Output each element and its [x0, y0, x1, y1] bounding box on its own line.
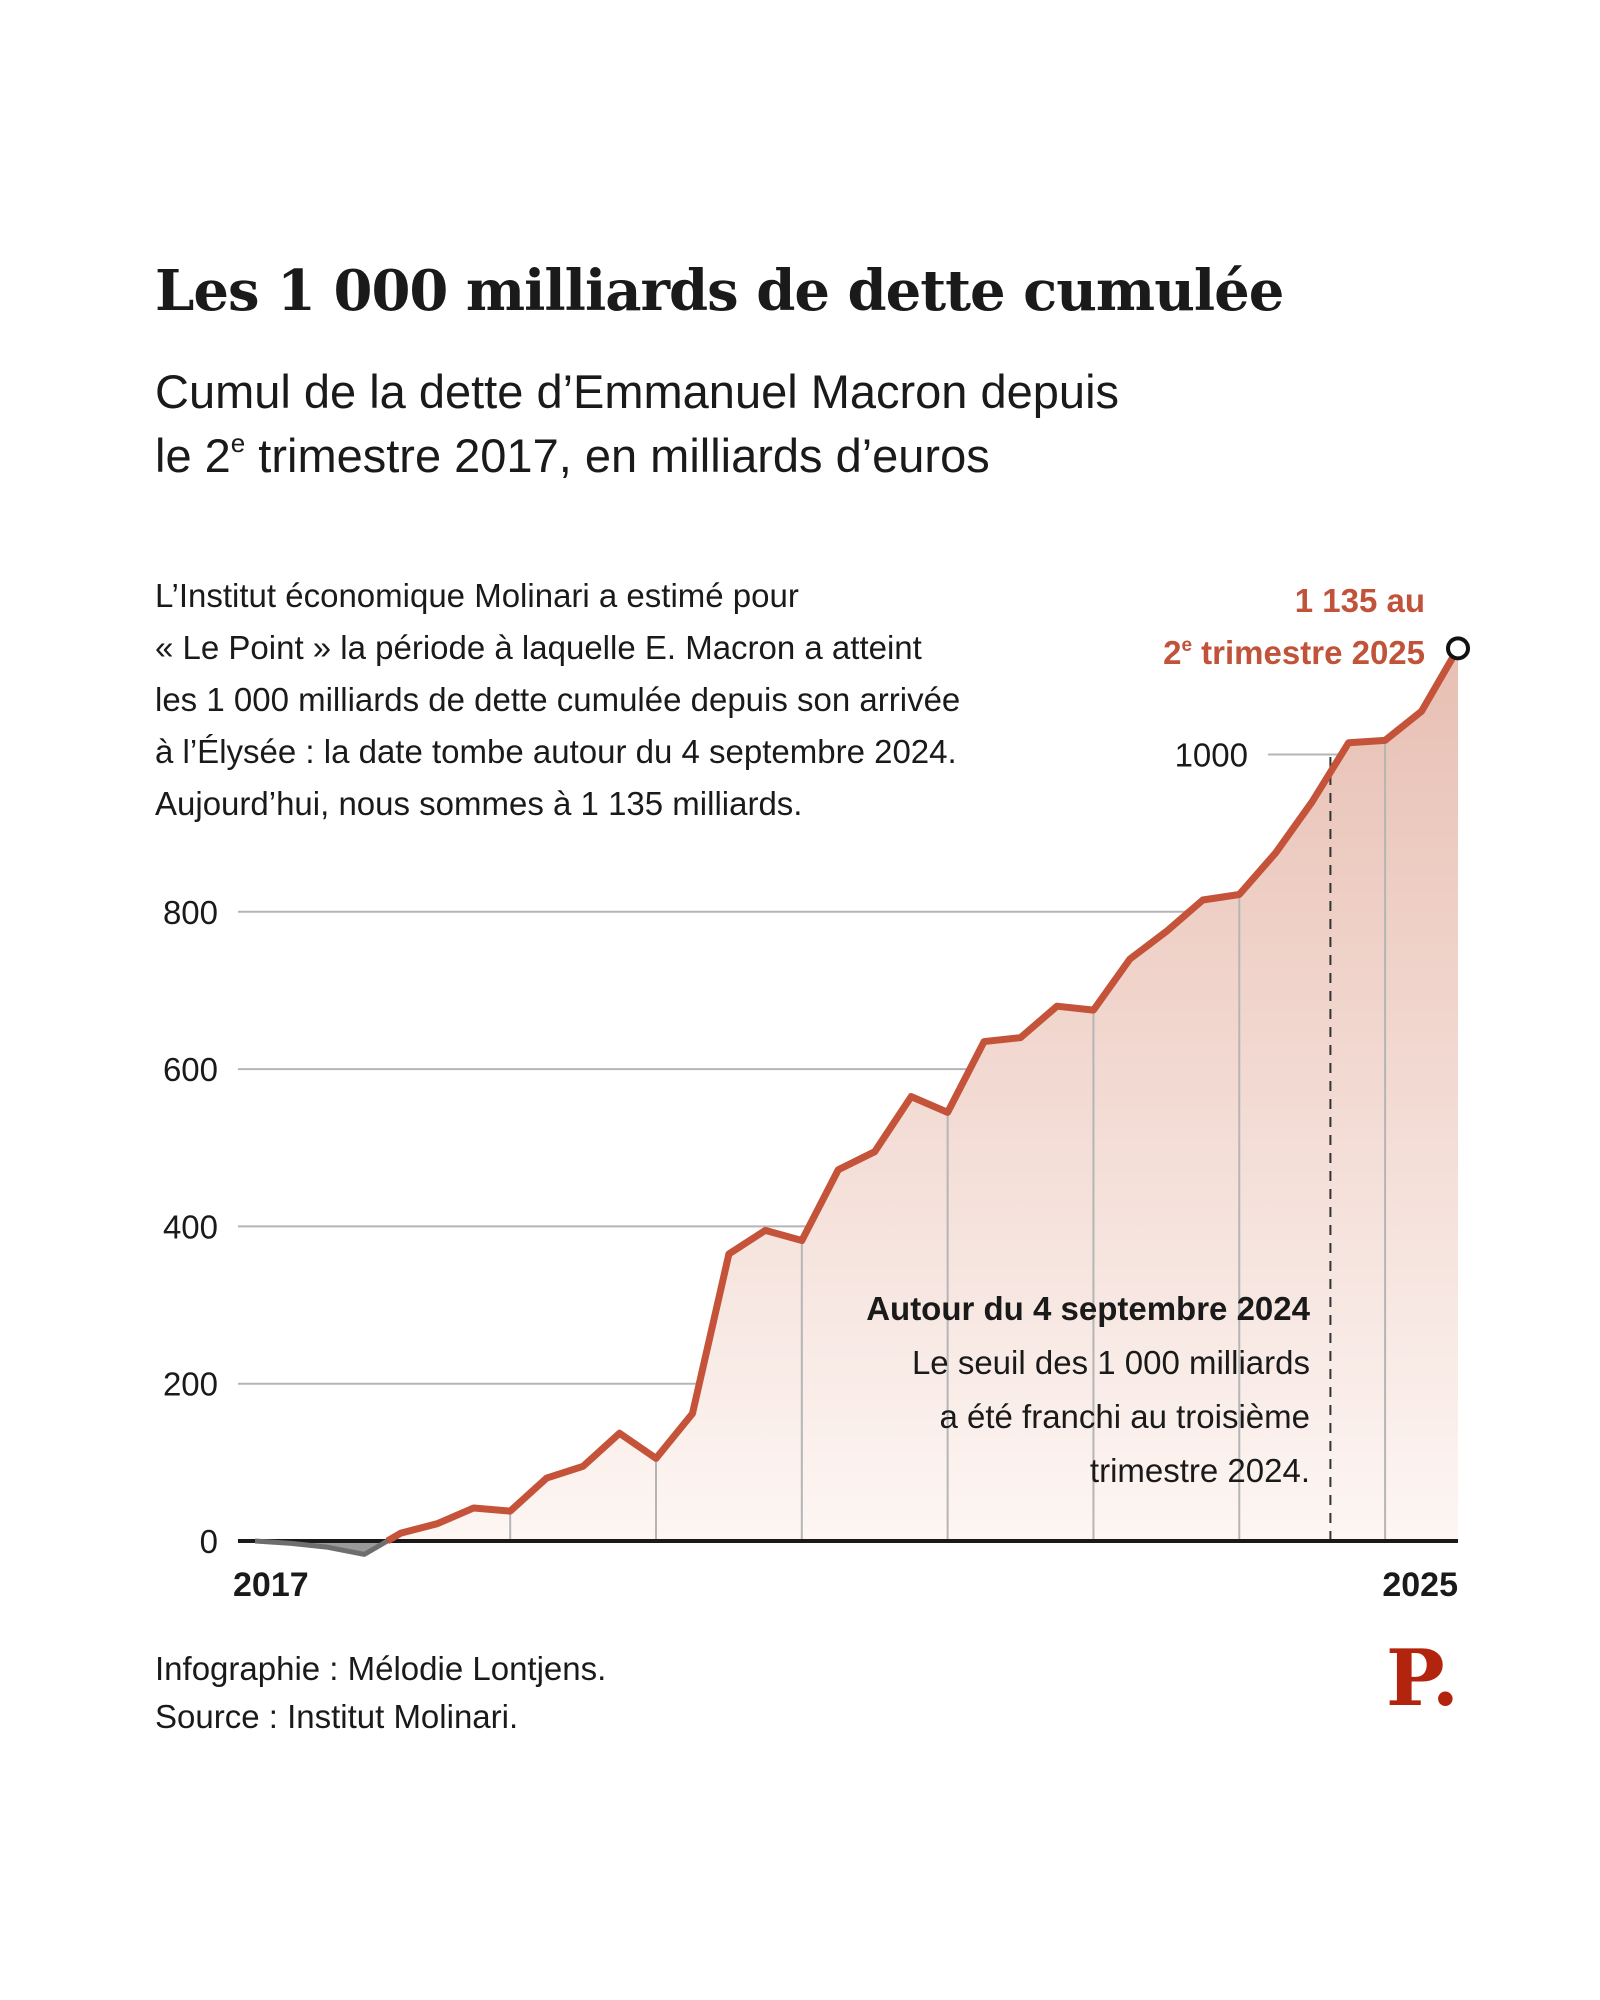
- y-tick-label: 400: [163, 1208, 218, 1245]
- subtitle-line-2-pre: le 2: [155, 429, 231, 482]
- debt-series-line: [385, 646, 1462, 1545]
- threshold-annotation-line: trimestre 2024.: [1090, 1452, 1310, 1489]
- x-tick-label-start: 2017: [233, 1566, 309, 1604]
- end-value-label-line-2: 2e trimestre 2025: [1163, 634, 1425, 671]
- subtitle-line-1: Cumul de la dette d’Emmanuel Macron depu…: [155, 365, 1120, 418]
- intro-line: les 1 000 milliards de dette cumulée dep…: [155, 681, 961, 718]
- label-layer: 0 200 400 600 800 1000 2017 2025: [163, 737, 1458, 1605]
- intro-text: L’Institut économique Molinari a estimé …: [155, 570, 1115, 830]
- y-tick-label: 200: [163, 1366, 218, 1403]
- subtitle-line-2-sup: e: [230, 428, 246, 458]
- y-tick-label: 600: [163, 1051, 218, 1088]
- intro-line: à l’Élysée : la date tombe autour du 4 s…: [155, 733, 957, 770]
- source-text: Source : Institut Molinari.: [155, 1698, 519, 1735]
- le-point-logo: P.: [1386, 1633, 1459, 1724]
- chart-title: Les 1 000 milliards de dette cumulée: [155, 258, 1284, 324]
- vertical-grid-layer: [509, 742, 1387, 1541]
- threshold-annotation-line: Le seuil des 1 000 milliards: [912, 1344, 1310, 1381]
- x-tick-label-end: 2025: [1382, 1566, 1458, 1604]
- credit-text: Infographie : Mélodie Lontjens.: [155, 1650, 607, 1687]
- threshold-annotation-title: Autour du 4 septembre 2024: [866, 1290, 1310, 1327]
- footer: Infographie : Mélodie Lontjens. Source :…: [155, 1645, 606, 1741]
- intro-line: « Le Point » la période à laquelle E. Ma…: [155, 629, 922, 666]
- intro-line: L’Institut économique Molinari a estimé …: [155, 577, 799, 614]
- intro-line: Aujourd’hui, nous sommes à 1 135 milliar…: [155, 785, 803, 822]
- y-tick-label: 0: [200, 1523, 218, 1560]
- y-tick-label: 1000: [1175, 737, 1248, 774]
- line-layer: [254, 636, 1470, 1557]
- chart-subtitle: Cumul de la dette d’Emmanuel Macron depu…: [155, 360, 1405, 488]
- subtitle-line-2-post: trimestre 2017, en milliards d’euros: [245, 429, 990, 482]
- negative-series-line: [254, 1538, 389, 1557]
- threshold-annotation-line: a été franchi au troisième: [939, 1398, 1310, 1435]
- y-tick-label: 800: [163, 894, 218, 931]
- end-value-label-line-1: 1 135 au: [1295, 582, 1425, 619]
- end-point-marker: [1446, 636, 1470, 661]
- area-fill: [387, 648, 1458, 1541]
